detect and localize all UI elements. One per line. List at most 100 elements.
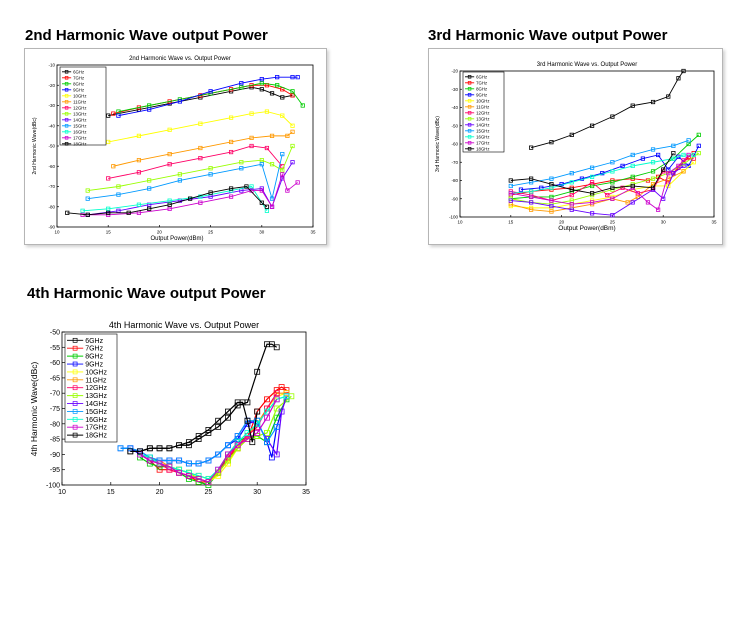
chart-2nd-harmonic-svg: 2nd Harmonic Wave vs. Output Power 10 15 20… xyxy=(32,56,316,242)
series-6ghz-point xyxy=(569,132,574,137)
series-15ghz-point xyxy=(650,147,656,152)
series-9ghz-point xyxy=(275,75,280,80)
y-tick-label: -50 xyxy=(50,329,60,336)
series-18ghz-point xyxy=(569,187,574,192)
series-18ghz-point xyxy=(195,433,202,439)
series-18ghz-point xyxy=(156,445,163,452)
series-18ghz-point xyxy=(259,200,264,205)
series-16ghz-point xyxy=(529,189,534,194)
series-11ghz-point xyxy=(529,207,534,212)
legend-label-8ghz: 8GHz xyxy=(476,86,487,91)
series-8ghz-point xyxy=(116,109,121,114)
series-14ghz-point xyxy=(630,200,635,205)
series-15ghz-point xyxy=(549,176,554,181)
y-tick-label: -70 xyxy=(451,160,458,165)
y-axis-label: 2nd Harmonic Wave(dBc) xyxy=(32,117,38,174)
legend-label-16ghz: 16GHz xyxy=(85,417,107,424)
series-16ghz-point xyxy=(264,208,270,213)
series-17ghz-point xyxy=(156,460,163,467)
series-15ghz-line xyxy=(87,153,283,201)
series-13ghz-point xyxy=(269,162,275,167)
chart-title: 2nd Harmonic Wave vs. Output Power xyxy=(129,56,231,62)
series-16ghz-point xyxy=(691,152,696,158)
series-16ghz-point xyxy=(650,160,656,165)
series-18ghz-point xyxy=(208,190,213,195)
y-tick-label: -50 xyxy=(451,123,458,128)
series-17ghz-point xyxy=(215,466,222,473)
series-8ghz-point xyxy=(290,89,295,94)
series-15ghz-point xyxy=(177,178,182,183)
series-17ghz-point xyxy=(285,188,290,193)
series-16ghz-point xyxy=(610,169,615,174)
series-13ghz-point xyxy=(85,188,90,193)
series-14ghz-point xyxy=(273,451,280,458)
legend-marker-17ghz xyxy=(64,136,69,140)
y-tick-label: -80 xyxy=(50,421,60,428)
y-tick-label: -85 xyxy=(50,437,60,444)
series-10ghz-point xyxy=(228,115,234,120)
legend-label-18ghz: 18GHz xyxy=(476,146,489,151)
series-17ghz-point xyxy=(666,171,671,176)
legend-marker-7ghz xyxy=(64,76,69,80)
chart-4th-harmonic: 4th Harmonic Wave vs. Output Power 10 15 20… xyxy=(22,314,316,500)
series-8ghz-point xyxy=(259,81,264,86)
series-18ghz-point xyxy=(127,448,134,455)
series-15ghz-point xyxy=(147,186,152,191)
series-18ghz-line xyxy=(130,401,258,452)
series-7ghz-point xyxy=(264,396,270,403)
series-6ghz-point xyxy=(269,91,275,96)
series-12ghz-point xyxy=(273,390,280,397)
legend-marker-10ghz xyxy=(467,99,472,103)
legend-label-9ghz: 9GHz xyxy=(73,87,84,92)
series-6ghz-point xyxy=(529,145,534,150)
legend-marker-6ghz xyxy=(72,337,78,343)
series-6ghz-point xyxy=(589,123,595,128)
series-9ghz-point xyxy=(239,81,244,86)
series-18ghz-point xyxy=(249,439,256,446)
x-axis-label: Output Power(dBm) xyxy=(150,236,203,242)
legend-marker-13ghz xyxy=(467,117,472,121)
series-17ghz-point xyxy=(205,479,212,485)
legend-box xyxy=(462,71,505,153)
series-6ghz-point xyxy=(681,68,686,74)
series-14ghz-point xyxy=(278,408,285,415)
series-12ghz-point xyxy=(569,192,574,198)
series-18ghz-point xyxy=(661,167,666,172)
series-18ghz-point xyxy=(65,210,70,215)
legend-label-8ghz: 8GHz xyxy=(85,354,103,361)
legend-label-7ghz: 7GHz xyxy=(476,80,487,85)
series-18ghz-point xyxy=(671,151,676,156)
series-13ghz-point xyxy=(239,160,244,165)
series-10ghz-line xyxy=(108,111,293,143)
legend-label-6ghz: 6GHz xyxy=(73,69,84,74)
series-11ghz-point xyxy=(285,133,290,138)
legend-marker-18ghz xyxy=(467,147,472,151)
series-13ghz-point xyxy=(696,151,701,156)
legend-marker-7ghz xyxy=(467,81,472,85)
series-12ghz-point xyxy=(106,176,111,181)
y-axis-label: 3rd Harmonic Wave(dBc) xyxy=(435,116,441,172)
series-group xyxy=(508,68,701,218)
series-18ghz-point xyxy=(146,445,153,452)
series-6ghz-point xyxy=(610,114,615,119)
series-11ghz-line xyxy=(113,131,293,167)
legend-label-18ghz: 18GHz xyxy=(73,141,86,146)
series-8ghz-point xyxy=(239,85,244,90)
legend-marker-13ghz xyxy=(72,393,78,398)
series-18ghz-point xyxy=(176,442,183,449)
series-15ghz-line xyxy=(510,139,689,187)
series-12ghz-point xyxy=(167,162,172,167)
series-15ghz-point xyxy=(234,433,241,439)
series-11ghz-point xyxy=(167,152,172,157)
series-10ghz-point xyxy=(136,133,142,138)
x-tick-label: 35 xyxy=(711,220,717,225)
series-16ghz-point xyxy=(136,202,142,207)
series-11ghz-point xyxy=(111,164,116,169)
series-6ghz-point xyxy=(676,76,681,81)
x-tick-label: 35 xyxy=(310,230,316,235)
y-tick-label: -80 xyxy=(451,178,458,183)
y-tick-label: -10 xyxy=(48,63,55,68)
legend-label-12ghz: 12GHz xyxy=(476,110,489,115)
series-15ghz-point xyxy=(589,165,595,170)
series-10ghz-point xyxy=(198,121,203,126)
